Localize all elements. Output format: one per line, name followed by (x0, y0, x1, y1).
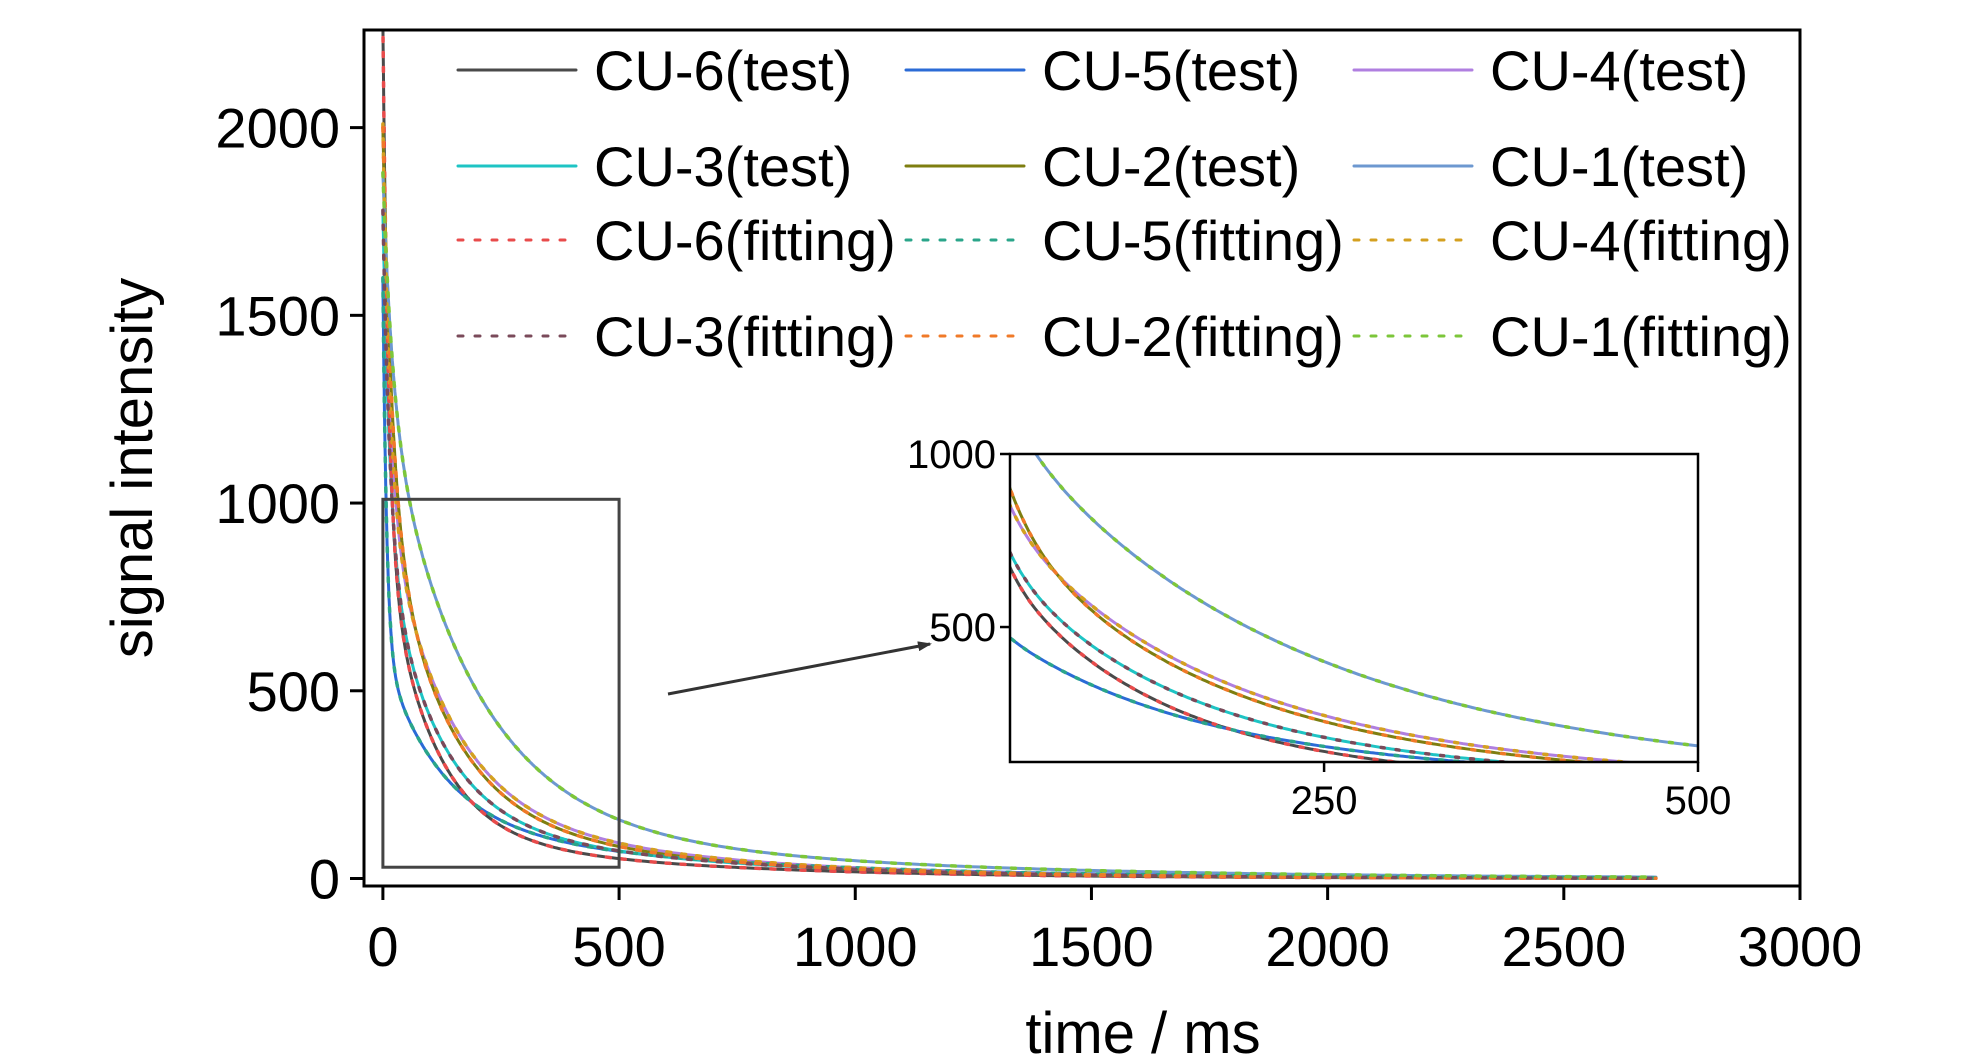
inset-series-line-cu-3-test (1010, 549, 1522, 762)
inset-series-line-cu-1-fitting (1033, 454, 1698, 748)
x-axis-label: time / ms (1025, 1001, 1260, 1063)
legend-item-cu-4-fitting: CU-4(fitting) (1352, 209, 1792, 272)
legend-label: CU-1(fitting) (1490, 305, 1792, 368)
x-tick-label: 1000 (793, 915, 918, 978)
series-line-cu-2-fitting (381, 125, 1658, 880)
y-axis-label: signal intensity (100, 278, 165, 658)
legend-label: CU-4(fitting) (1490, 209, 1792, 272)
legend-item-cu-2-test: CU-2(test) (904, 135, 1300, 198)
legend-label: CU-6(fitting) (594, 209, 896, 272)
legend-item-cu-2-fitting: CU-2(fitting) (904, 305, 1344, 368)
legend-label: CU-2(test) (1042, 135, 1300, 198)
zoom-region-box (381, 497, 621, 869)
series-line-cu-1-fitting (381, 170, 1658, 879)
inset-plot: 250 500 500 1000 (907, 433, 1732, 823)
inset-series-line-cu-5-fitting (1010, 635, 1488, 762)
x-tick-label: 500 (572, 915, 665, 978)
zoom-arrow (667, 641, 932, 696)
legend-item-cu-6-fitting: CU-6(fitting) (456, 209, 896, 272)
inset-y-tick-label: 500 (929, 606, 996, 650)
inset-series-line-cu-4-test (1010, 501, 1644, 762)
inset-series-line-cu-2-test (1010, 484, 1600, 762)
inset-x-tick-label: 250 (1291, 779, 1358, 823)
y-tick-label: 500 (247, 660, 340, 723)
y-axis: 0 500 1000 1500 2000 (215, 97, 364, 910)
legend-label: CU-3(test) (594, 135, 852, 198)
main-plot (381, 30, 1658, 881)
legend-label: CU-4(test) (1490, 39, 1748, 102)
inset-series-line-cu-6-test (1010, 563, 1408, 762)
legend-item-cu-5-test: CU-5(test) (904, 39, 1300, 102)
y-tick-label: 1000 (215, 472, 340, 535)
series-line-cu-5-fitting (381, 276, 1658, 880)
legend-item-cu-3-test: CU-3(test) (456, 135, 852, 198)
legend-item-cu-4-test: CU-4(test) (1352, 39, 1748, 102)
legend-label: CU-5(fitting) (1042, 209, 1344, 272)
inset-frame (1008, 452, 1700, 764)
x-axis: 0 500 1000 1500 2000 2500 3000 (367, 886, 1862, 978)
inset-x-tick-label: 500 (1665, 779, 1732, 823)
x-tick-label: 0 (367, 915, 398, 978)
legend-label: CU-2(fitting) (1042, 305, 1344, 368)
legend-item-cu-1-fitting: CU-1(fitting) (1352, 305, 1792, 368)
legend-label: CU-6(test) (594, 39, 852, 102)
inset-y-tick-label: 1000 (907, 433, 996, 477)
y-tick-label: 1500 (215, 284, 340, 347)
legend-item-cu-1-test: CU-1(test) (1352, 135, 1748, 198)
legend-label: CU-5(test) (1042, 39, 1300, 102)
x-tick-label: 2500 (1502, 915, 1627, 978)
legend-item-cu-6-test: CU-6(test) (456, 39, 852, 102)
legend-item-cu-5-fitting: CU-5(fitting) (904, 209, 1344, 272)
legend-label: CU-1(test) (1490, 135, 1748, 198)
legend-label: CU-3(fitting) (594, 305, 896, 368)
x-tick-label: 3000 (1738, 915, 1863, 978)
x-tick-label: 1500 (1029, 915, 1154, 978)
legend-item-cu-3-fitting: CU-3(fitting) (456, 305, 896, 368)
plot-frame (362, 28, 1802, 888)
x-tick-label: 2000 (1265, 915, 1390, 978)
y-tick-label: 0 (309, 847, 340, 910)
y-tick-label: 2000 (215, 97, 340, 160)
legend: CU-6(test) CU-5(test) CU-4(test) CU-3(test)… (456, 39, 1792, 368)
